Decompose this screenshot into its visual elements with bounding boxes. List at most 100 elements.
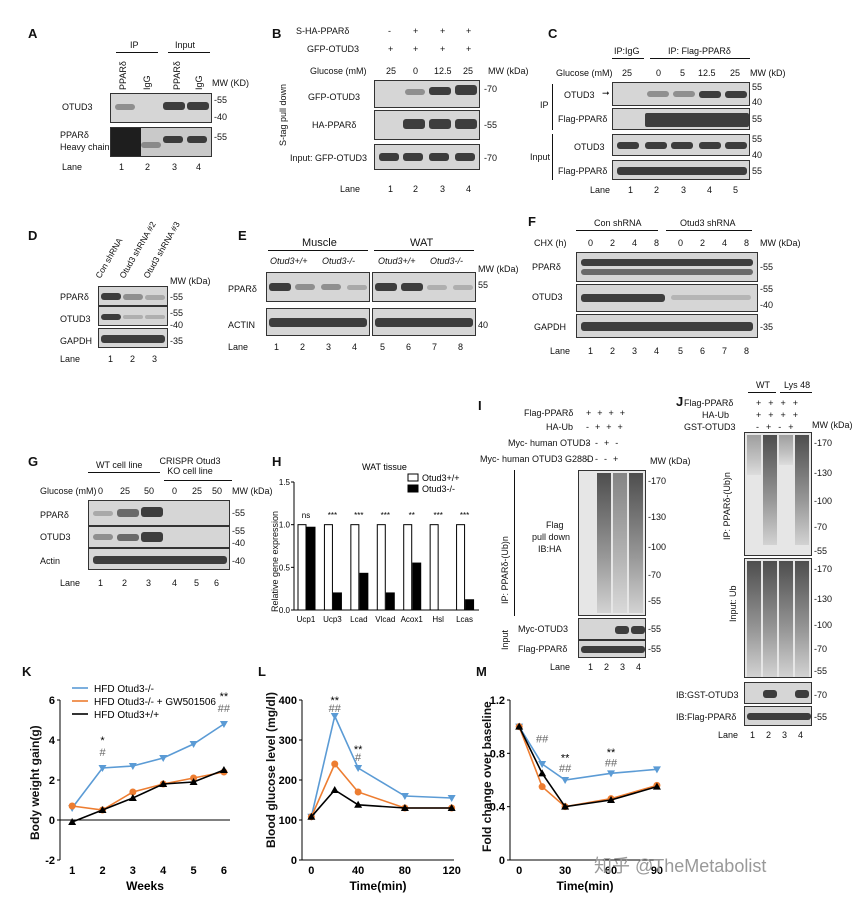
c-input: Input xyxy=(530,152,551,162)
c-glu-4: 12.5 xyxy=(698,68,716,78)
chart-h-wat-gene-expression: WAT tissue 0.0 0.5 1.0 1.5 Ucp1 ns Ucp3 *** Lcad *… xyxy=(279,462,479,624)
j-mw-170b: -170 xyxy=(814,564,833,574)
h-x-tick-label: Hsl xyxy=(432,615,444,624)
i-lane-3: 3 xyxy=(620,662,626,672)
b-r1v-1: - xyxy=(388,26,391,36)
e-lane: Lane xyxy=(228,342,249,352)
m-x-tick-label: 30 xyxy=(559,865,571,877)
f-chx-6: 2 xyxy=(700,238,706,248)
j-wt: WT xyxy=(756,380,770,390)
k-point xyxy=(159,755,168,762)
i-r2: HA-Ub xyxy=(546,422,574,432)
f-lane-2: 2 xyxy=(610,346,616,356)
l-x-tick-label: 40 xyxy=(352,865,364,877)
l-point xyxy=(400,793,409,800)
j-blot-ub-ip xyxy=(744,432,812,556)
c-glu-1: 25 xyxy=(622,68,633,78)
k-ylabel: Body weight gain(g) xyxy=(28,725,42,840)
a-blot-ppard xyxy=(110,127,212,157)
l-annotation: ** xyxy=(330,695,339,707)
h-bar xyxy=(385,592,395,611)
c-ipigg: IP:IgG xyxy=(614,46,640,56)
i-mw-55a: -55 xyxy=(648,596,662,606)
f-lane-3: 3 xyxy=(632,346,638,356)
b-r1v-2: + xyxy=(413,26,419,36)
panel-label-f: F xyxy=(528,214,536,229)
i-flag: Flag xyxy=(546,520,564,530)
b-r1v-4: + xyxy=(466,26,472,36)
h-x-tick-label: Lcad xyxy=(350,615,367,624)
d-row-gapdh: GAPDH xyxy=(60,336,93,346)
f-chx-1: 0 xyxy=(588,238,594,248)
k-y-tick-label: -2 xyxy=(45,855,55,867)
i-signs: ++++ xyxy=(586,408,632,418)
f-blot-gapdh xyxy=(576,314,758,338)
m-point xyxy=(652,766,661,774)
h-sig-label: *** xyxy=(433,511,442,520)
e-lane-2: 2 xyxy=(300,342,306,352)
b-mw-70a: -70 xyxy=(484,84,498,94)
d-row-ppard: PPARδ xyxy=(60,292,89,302)
b-lane-4: 4 xyxy=(466,184,472,194)
b-blot-ha xyxy=(374,110,480,140)
l-point xyxy=(447,804,456,811)
j-row-gst: IB:GST-OTUD3 xyxy=(676,690,739,700)
g-mw-40a: -40 xyxy=(232,538,246,548)
h-bar xyxy=(306,526,316,611)
l-point xyxy=(331,760,339,768)
g-lane-1: 1 xyxy=(98,578,104,588)
l-y-tick-label: 400 xyxy=(279,695,297,707)
l-annotation: # xyxy=(355,752,362,764)
l-point xyxy=(354,765,363,772)
e-lane-7: 7 xyxy=(432,342,438,352)
j-lane-1: 1 xyxy=(750,730,756,740)
k-x-tick-label: 4 xyxy=(160,865,167,877)
h-bar xyxy=(297,524,307,611)
i-lane-4: 4 xyxy=(636,662,642,672)
a-col-1: PPARδ xyxy=(118,61,128,90)
a-blot-otud3 xyxy=(110,93,212,123)
f-mw-40: -40 xyxy=(760,300,774,310)
k-series-line xyxy=(72,771,225,811)
panel-label-g: G xyxy=(28,454,39,469)
e-geno-1: Otud3+/+ xyxy=(270,256,308,266)
m-point xyxy=(652,782,661,790)
c-blot-flag-in xyxy=(612,160,750,180)
l-y-tick-label: 0 xyxy=(291,855,297,867)
d-lane-3: 3 xyxy=(152,354,158,364)
e-mw-40: 40 xyxy=(478,320,489,330)
m-point xyxy=(538,783,546,791)
e-lane-6: 6 xyxy=(406,342,412,352)
b-mw-55: -55 xyxy=(484,120,498,130)
j-mw-70b: -70 xyxy=(814,644,828,654)
b-row-input: Input: GFP-OTUD3 xyxy=(290,153,368,163)
j-mw: MW (kDa) xyxy=(812,420,853,430)
h-sig-label: *** xyxy=(328,511,337,520)
i-input: Input xyxy=(500,629,510,650)
a-ip-label: IP xyxy=(130,40,139,50)
m-annotation: ** xyxy=(561,752,570,764)
d-mw-55b: -55 xyxy=(170,308,184,318)
k-annotation: ## xyxy=(218,703,231,715)
b-blot-gfp xyxy=(374,80,480,108)
k-legend-label: HFD Otud3-/- xyxy=(94,684,154,695)
c-glu: Glucose (mM) xyxy=(556,68,613,78)
k-y-tick-label: 6 xyxy=(49,695,55,707)
b-glu-1: 25 xyxy=(386,66,397,76)
c-lane-3: 3 xyxy=(681,185,687,195)
panel-label-d: D xyxy=(28,228,38,243)
l-point xyxy=(330,713,339,720)
i-mw-55c: -55 xyxy=(648,644,662,654)
e-lane-3: 3 xyxy=(326,342,332,352)
panel-label-j: J xyxy=(676,394,684,409)
a-lane-2: 2 xyxy=(145,162,151,172)
c-lane-1: 1 xyxy=(628,185,634,195)
k-annotation: ** xyxy=(220,691,229,703)
k-x-tick-label: 1 xyxy=(69,865,75,877)
c-ip: IP xyxy=(540,100,549,110)
l-x-tick-label: 120 xyxy=(442,865,460,877)
m-annotation: ## xyxy=(605,758,618,770)
k-x-tick-label: 3 xyxy=(130,865,136,877)
panel-label-c: C xyxy=(548,26,558,41)
d-blot-ppard xyxy=(98,286,168,306)
